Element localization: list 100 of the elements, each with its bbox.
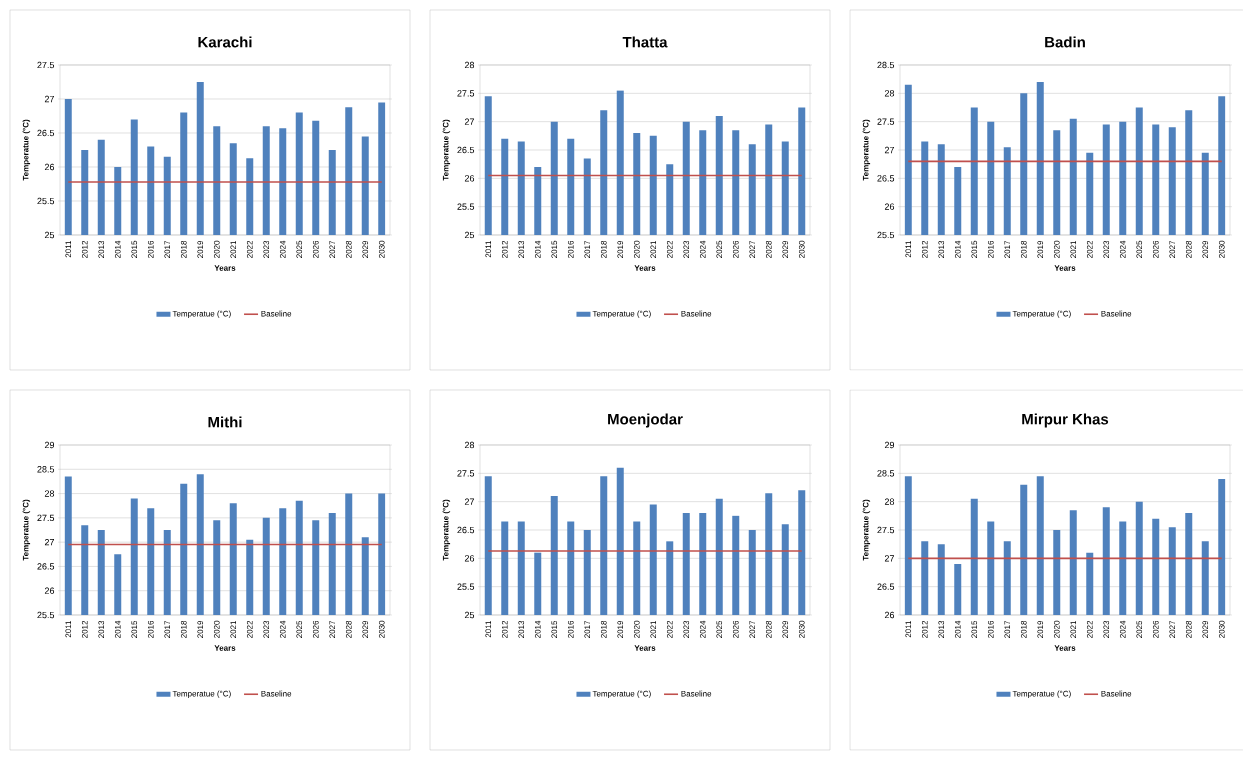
x-tick-label: 2021: [1070, 240, 1077, 258]
y-tick-label: 25.5: [457, 203, 475, 210]
y-tick-label: 27.5: [877, 118, 895, 125]
y-tick-label: 26: [44, 163, 55, 171]
x-tick-label: 2023: [1103, 620, 1110, 638]
y-tick-label: 26.5: [877, 583, 895, 590]
x-tick-label: 2022: [666, 620, 673, 638]
x-tick-label: 2018: [1020, 620, 1027, 638]
x-tick-label: 2027: [329, 620, 336, 638]
y-tick-label: 25.5: [877, 231, 895, 239]
chart-title: Thatta: [622, 36, 668, 48]
x-tick-label: 2027: [1169, 620, 1176, 638]
x-tick-label: 2016: [567, 620, 574, 638]
chart-title: Moenjodar: [608, 413, 683, 428]
y-tick-label: 27: [44, 539, 55, 546]
x-tick-label: 2029: [782, 240, 789, 258]
x-tick-label: 2012: [501, 240, 508, 258]
x-tick-label: 2029: [362, 620, 369, 638]
y-axis-title: Temperatue (°C): [442, 499, 451, 561]
x-tick-label: 2025: [716, 620, 723, 638]
legend-label: Baseline: [261, 690, 292, 697]
x-axis-title: Years: [634, 265, 656, 271]
y-tick-label: 27.5: [457, 90, 475, 97]
x-tick-label: 2015: [551, 240, 558, 258]
x-tick-label: 2023: [1103, 240, 1110, 258]
legend-label: Baseline: [1101, 310, 1132, 317]
x-tick-label: 2014: [114, 240, 121, 258]
x-tick-label: 2026: [1152, 240, 1159, 258]
x-tick-label: 2014: [954, 620, 961, 638]
y-axis-title: Temperatue (°C): [22, 499, 31, 561]
y-tick-label: 27.5: [37, 514, 55, 522]
x-tick-label: 2012: [81, 240, 88, 258]
y-tick-label: 26: [464, 555, 475, 562]
x-axis-title: Years: [1054, 265, 1076, 271]
x-tick-label: 2028: [1185, 240, 1192, 258]
x-axis-title: Years: [214, 645, 236, 651]
x-tick-label: 2028: [765, 240, 772, 258]
x-tick-label: 2020: [633, 240, 640, 258]
y-tick-label: 27.5: [877, 526, 895, 534]
x-tick-label: 2022: [1086, 240, 1093, 258]
x-tick-label: 2018: [180, 240, 187, 258]
x-tick-label: 2016: [987, 620, 994, 638]
y-tick-label: 25.5: [37, 197, 55, 205]
y-tick-label: 27.5: [457, 470, 475, 477]
x-tick-label: 2012: [501, 620, 508, 638]
legend-label: Temperatue (°C): [592, 310, 651, 319]
x-tick-label: 2024: [279, 620, 286, 638]
x-tick-label: 2028: [345, 620, 352, 638]
x-tick-label: 2011: [485, 620, 492, 638]
x-tick-label: 2017: [164, 240, 171, 258]
x-tick-label: 2015: [971, 620, 978, 638]
y-tick-label: 26: [44, 587, 55, 594]
y-tick-label: 28.5: [877, 470, 895, 477]
legend-label: Temperatue (°C): [592, 690, 651, 699]
x-tick-label: 2030: [798, 240, 805, 258]
x-tick-label: 2018: [600, 620, 607, 638]
y-tick-label: 28: [884, 90, 895, 97]
y-axis-title: Temperatue (°C): [22, 119, 31, 181]
x-tick-label: 2030: [1218, 240, 1225, 258]
chart-title: Badin: [1045, 36, 1085, 48]
x-tick-label: 2024: [279, 240, 286, 258]
x-tick-label: 2020: [213, 620, 220, 638]
x-tick-label: 2013: [518, 240, 525, 258]
x-tick-label: 2016: [987, 240, 994, 258]
x-tick-label: 2020: [633, 620, 640, 638]
x-tick-label: 2016: [147, 240, 154, 258]
x-tick-label: 2022: [666, 240, 673, 258]
x-tick-label: 2024: [699, 620, 706, 638]
y-tick-label: 27: [884, 555, 895, 562]
legend-label: Temperatue (°C): [1012, 690, 1071, 699]
x-axis-title: Years: [214, 265, 236, 271]
x-tick-label: 2016: [567, 240, 574, 258]
x-tick-label: 2019: [197, 240, 204, 258]
y-tick-label: 25: [464, 231, 475, 239]
x-tick-label: 2028: [765, 620, 772, 638]
x-tick-label: 2018: [180, 620, 187, 638]
x-tick-label: 2024: [1119, 240, 1126, 258]
x-tick-label: 2026: [312, 240, 319, 258]
x-tick-label: 2012: [921, 620, 928, 638]
x-tick-label: 2013: [98, 240, 105, 258]
legend-label: Baseline: [681, 690, 712, 697]
y-tick-label: 27: [44, 95, 55, 103]
x-tick-label: 2013: [518, 620, 525, 638]
x-tick-label: 2012: [921, 240, 928, 258]
x-tick-label: 2026: [1152, 620, 1159, 638]
y-tick-label: 26: [884, 611, 895, 619]
x-tick-label: 2026: [732, 240, 739, 258]
x-tick-label: 2025: [1136, 240, 1143, 258]
x-tick-label: 2029: [362, 240, 369, 258]
x-axis-title: Years: [634, 645, 656, 651]
y-tick-label: 26.5: [457, 526, 475, 534]
x-tick-label: 2022: [1086, 620, 1093, 638]
y-tick-label: 26: [884, 203, 895, 210]
x-tick-label: 2011: [65, 620, 72, 638]
x-tick-label: 2014: [954, 240, 961, 258]
legend-label: Temperatue (°C): [172, 690, 231, 699]
x-tick-label: 2023: [683, 620, 690, 638]
y-tick-label: 25.5: [457, 583, 475, 590]
x-tick-label: 2013: [938, 240, 945, 258]
x-tick-label: 2027: [329, 240, 336, 258]
